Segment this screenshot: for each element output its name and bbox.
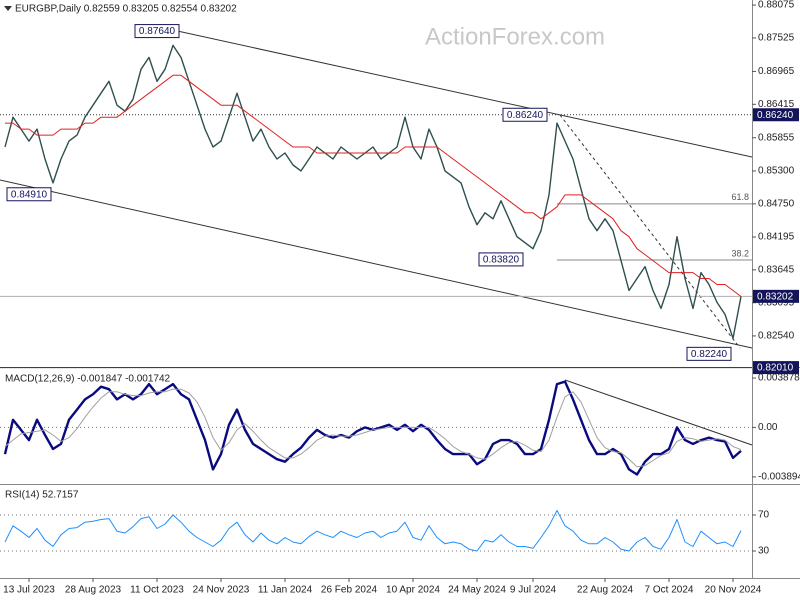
rsi-title: RSI(14) 52.7157: [5, 490, 79, 501]
level-label: 0.82010: [757, 363, 794, 374]
y-tick-label: 0.84195: [758, 232, 795, 243]
x-tick-label: 13 Jul 2023: [3, 585, 55, 596]
fib-label: 61.8: [731, 192, 749, 202]
annotation-box: [686, 346, 732, 361]
x-tick-label: 11 Oct 2023: [130, 585, 184, 596]
y-tick-label: 70: [758, 510, 770, 521]
level-box: [753, 108, 799, 122]
dashed-trendline: [559, 114, 741, 349]
level-box: [753, 361, 799, 375]
y-tick-label: 0.82540: [758, 331, 795, 342]
annotation-box: [134, 24, 180, 39]
annotation-box: [6, 187, 52, 202]
channel-upper: [149, 24, 753, 158]
y-tick-label: 0.86415: [758, 99, 795, 110]
y-tick-label: 0.87525: [758, 33, 795, 44]
y-tick-label: 30: [758, 546, 770, 557]
annotation-label: 0.86240: [507, 110, 544, 121]
annotation-label: 0.84910: [11, 189, 48, 200]
chart-title: EURGBP,Daily 0.82559 0.83205 0.82554 0.8…: [15, 4, 237, 15]
y-tick-label: 0.84750: [758, 198, 795, 209]
annotation-label: 0.83820: [483, 255, 520, 266]
y-tick-label: -0.003894: [758, 472, 800, 483]
y-tick-label: 0.85855: [758, 132, 795, 143]
trendlines: [0, 24, 753, 446]
annotation-label: 0.82240: [691, 349, 728, 360]
x-tick-label: 10 Apr 2024: [386, 585, 440, 596]
macd-trendline: [564, 379, 753, 446]
x-tick-label: 20 Nov 2024: [705, 585, 762, 596]
series-line: [4, 44, 742, 339]
series-line: [4, 510, 742, 552]
x-tick-label: 26 Feb 2024: [321, 585, 378, 596]
series-line: [5, 74, 742, 297]
y-tick-label: 0.86965: [758, 66, 795, 77]
annotation-label: 0.87640: [139, 26, 176, 37]
level-label: 0.83202: [757, 291, 794, 302]
series-line: [4, 388, 742, 468]
y-tick-label: 0.85300: [758, 166, 795, 177]
x-tick-label: 24 May 2024: [448, 585, 506, 596]
y-tick-label: 0.83645: [758, 265, 795, 276]
x-tick-label: 9 Jul 2024: [510, 585, 557, 596]
x-tick-label: 11 Jan 2024: [258, 585, 313, 596]
x-tick-label: 7 Oct 2024: [645, 585, 694, 596]
x-tick-label: 28 Aug 2023: [65, 585, 122, 596]
level-label: 0.86240: [757, 110, 794, 121]
menu-icon: [4, 6, 12, 11]
x-tick-label: 24 Nov 2023: [193, 585, 250, 596]
x-tick-label: 22 Aug 2024: [577, 585, 634, 596]
channel-lower: [0, 179, 753, 349]
y-tick-label: 0.83095: [758, 297, 795, 308]
annotation-box: [502, 107, 548, 122]
y-tick-label: 0.00: [758, 422, 778, 433]
level-box: [753, 289, 799, 303]
fib-label: 38.2: [731, 248, 749, 258]
y-tick-label: 0.88075: [758, 0, 795, 11]
watermark: ActionForex.com: [425, 23, 605, 50]
y-tick-label: 0.003878: [758, 373, 800, 384]
macd-title: MACD(12,26,9) -0.001847 -0.001742: [5, 374, 171, 385]
annotation-box: [478, 252, 524, 267]
